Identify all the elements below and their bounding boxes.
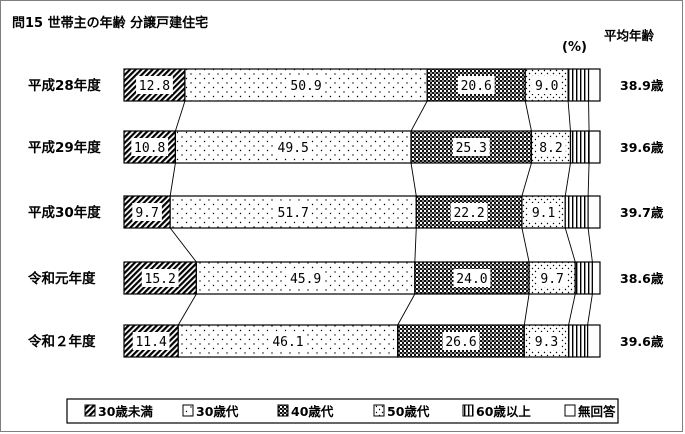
connector-line xyxy=(587,227,593,263)
data-label-bg xyxy=(528,203,559,221)
data-label: 9.1 xyxy=(532,206,555,221)
legend-label: 30歳代 xyxy=(196,404,239,419)
category-label: 令和２年度 xyxy=(27,333,96,350)
connector-line xyxy=(174,100,186,132)
legend-label: 40歳代 xyxy=(291,404,334,419)
data-label: 10.8 xyxy=(134,141,165,156)
data-label: 49.5 xyxy=(278,141,309,156)
data-label: 50.9 xyxy=(290,79,321,94)
data-label-bg xyxy=(537,269,567,287)
data-label-bg xyxy=(274,203,312,221)
connector-line xyxy=(397,293,416,326)
bar-segment-5-row-4 xyxy=(574,261,593,295)
data-label: 46.1 xyxy=(272,335,303,350)
data-label-bg xyxy=(141,269,179,287)
connector-line xyxy=(410,162,417,197)
connector-line xyxy=(521,162,532,197)
connector-line xyxy=(521,227,530,263)
average-age-label: 38.9歳 xyxy=(620,78,664,93)
connector-line xyxy=(587,162,590,197)
average-age-label: 39.6歳 xyxy=(620,334,664,349)
connector-line xyxy=(564,227,576,263)
data-label: 15.2 xyxy=(145,272,176,287)
category-label: 平成29年度 xyxy=(28,139,101,156)
data-label: 9.3 xyxy=(535,335,558,350)
bar-segment-6-row-1 xyxy=(587,68,601,102)
legend-box xyxy=(66,398,619,424)
data-label-bg xyxy=(287,76,325,94)
data-label-bg xyxy=(131,138,169,156)
data-label: 25.3 xyxy=(456,141,487,156)
category-label: 平成28年度 xyxy=(28,77,101,94)
unit-label: (%) xyxy=(562,40,587,55)
connector-line xyxy=(177,293,197,326)
bar-segment-5-row-5 xyxy=(567,324,589,358)
data-label-bg xyxy=(536,138,566,156)
connector-line xyxy=(564,162,571,197)
connector-line xyxy=(567,100,571,132)
average-age-label: 38.6歳 xyxy=(620,271,664,286)
bar-segment-5-row-1 xyxy=(567,68,590,102)
bar-segment-6-row-2 xyxy=(588,130,601,164)
data-label: 22.2 xyxy=(453,206,484,221)
data-label-bg xyxy=(287,269,324,287)
connector-line xyxy=(410,100,428,132)
legend-label: 無回答 xyxy=(578,404,616,419)
legend-swatch xyxy=(277,404,289,417)
legend-swatch xyxy=(373,404,385,417)
legend-label: 50歳代 xyxy=(387,404,430,419)
connector-line xyxy=(568,293,576,326)
connector-line xyxy=(169,162,176,197)
legend-swatch xyxy=(182,404,194,417)
data-label: 8.2 xyxy=(539,141,562,156)
average-age-label: 39.7歳 xyxy=(620,205,664,220)
connector-line xyxy=(414,227,417,263)
data-label: 9.7 xyxy=(540,272,563,287)
category-label: 平成30年度 xyxy=(28,204,101,221)
data-label-bg xyxy=(450,203,488,221)
data-label-bg xyxy=(531,76,562,94)
average-age-header: 平均年齢 xyxy=(604,28,655,43)
data-label: 45.9 xyxy=(290,272,321,287)
connector-line xyxy=(587,293,593,326)
connector-line xyxy=(169,227,197,263)
average-age-label: 39.6歳 xyxy=(620,140,664,155)
data-label: 11.4 xyxy=(135,335,166,350)
chart-title: 問15 世帯主の年齢 分譲戸建住宅 xyxy=(12,16,209,31)
data-label: 51.7 xyxy=(278,206,309,221)
data-label-bg xyxy=(274,138,312,156)
legend-label: 60歳以上 xyxy=(476,404,531,419)
bar-segment-6-row-5 xyxy=(587,324,601,358)
data-label: 9.7 xyxy=(135,206,158,221)
data-label: 26.6 xyxy=(445,335,476,350)
data-label: 24.0 xyxy=(456,272,487,287)
data-label: 12.8 xyxy=(139,79,170,94)
data-label: 20.6 xyxy=(461,79,492,94)
connector-line xyxy=(523,293,530,326)
bar-segment-6-row-4 xyxy=(591,261,601,295)
legend-swatch xyxy=(564,404,576,417)
data-label: 9.0 xyxy=(535,79,558,94)
data-label-bg xyxy=(442,332,480,350)
data-label-bg xyxy=(132,332,170,350)
bar-segment-5-row-3 xyxy=(564,195,589,229)
data-label-bg xyxy=(531,332,562,350)
data-label-bg xyxy=(457,76,495,94)
data-label-bg xyxy=(269,332,307,350)
category-label: 令和元年度 xyxy=(27,270,96,287)
bar-segment-5-row-2 xyxy=(569,130,590,164)
connector-line xyxy=(524,100,532,132)
data-label-bg xyxy=(453,269,491,287)
data-label-bg xyxy=(452,138,490,156)
data-label-bg xyxy=(136,76,173,94)
bar-segment-6-row-3 xyxy=(587,195,601,229)
legend-swatch xyxy=(462,404,474,417)
data-label-bg xyxy=(132,203,162,221)
legend-swatch xyxy=(84,404,96,417)
legend-label: 30歳未満 xyxy=(98,404,153,419)
